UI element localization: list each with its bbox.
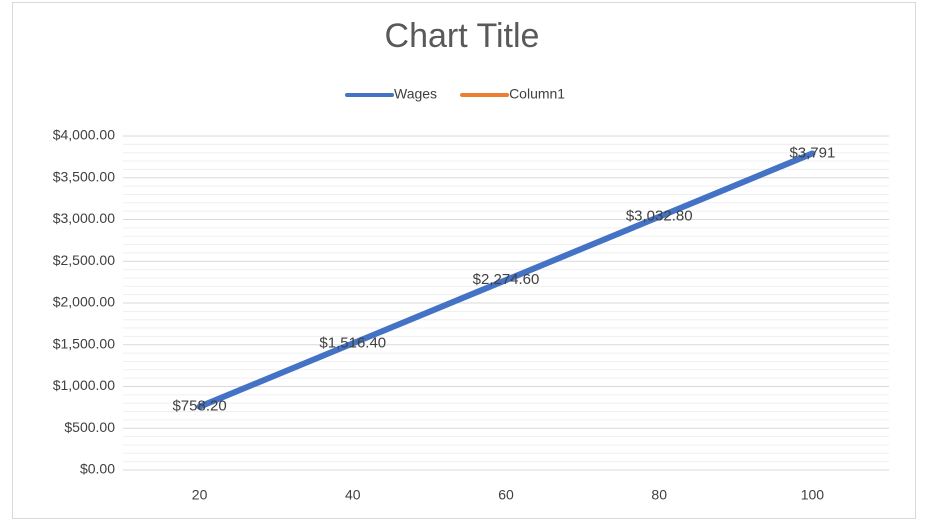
y-tick-label: $1,500.00	[53, 335, 115, 351]
data-label: $1,516.40	[319, 334, 386, 351]
data-label: $3,791	[789, 144, 835, 161]
data-label: $758.20	[172, 398, 226, 415]
y-tick-label: $500.00	[64, 419, 115, 435]
y-tick-label: $2,000.00	[53, 294, 115, 310]
data-label: $3,032.80	[626, 208, 693, 225]
x-tick-label: 60	[498, 487, 514, 503]
chart-title: Chart Title	[385, 17, 540, 55]
x-tick-label: 100	[801, 487, 825, 503]
y-tick-label: $4,000.00	[53, 127, 115, 143]
legend-label: Column1	[509, 86, 565, 102]
y-tick-label: $1,000.00	[53, 377, 115, 393]
series-line	[196, 150, 816, 410]
chart-frame	[12, 2, 916, 519]
x-tick-label: 40	[345, 487, 361, 503]
y-tick-label: $0.00	[80, 461, 115, 477]
legend-label: Wages	[394, 86, 437, 102]
data-label: $2,274.60	[473, 271, 540, 288]
x-tick-label: 20	[192, 487, 208, 503]
y-tick-label: $3,000.00	[53, 210, 115, 226]
y-tick-label: $2,500.00	[53, 252, 115, 268]
x-tick-label: 80	[651, 487, 667, 503]
y-tick-label: $3,500.00	[53, 168, 115, 184]
